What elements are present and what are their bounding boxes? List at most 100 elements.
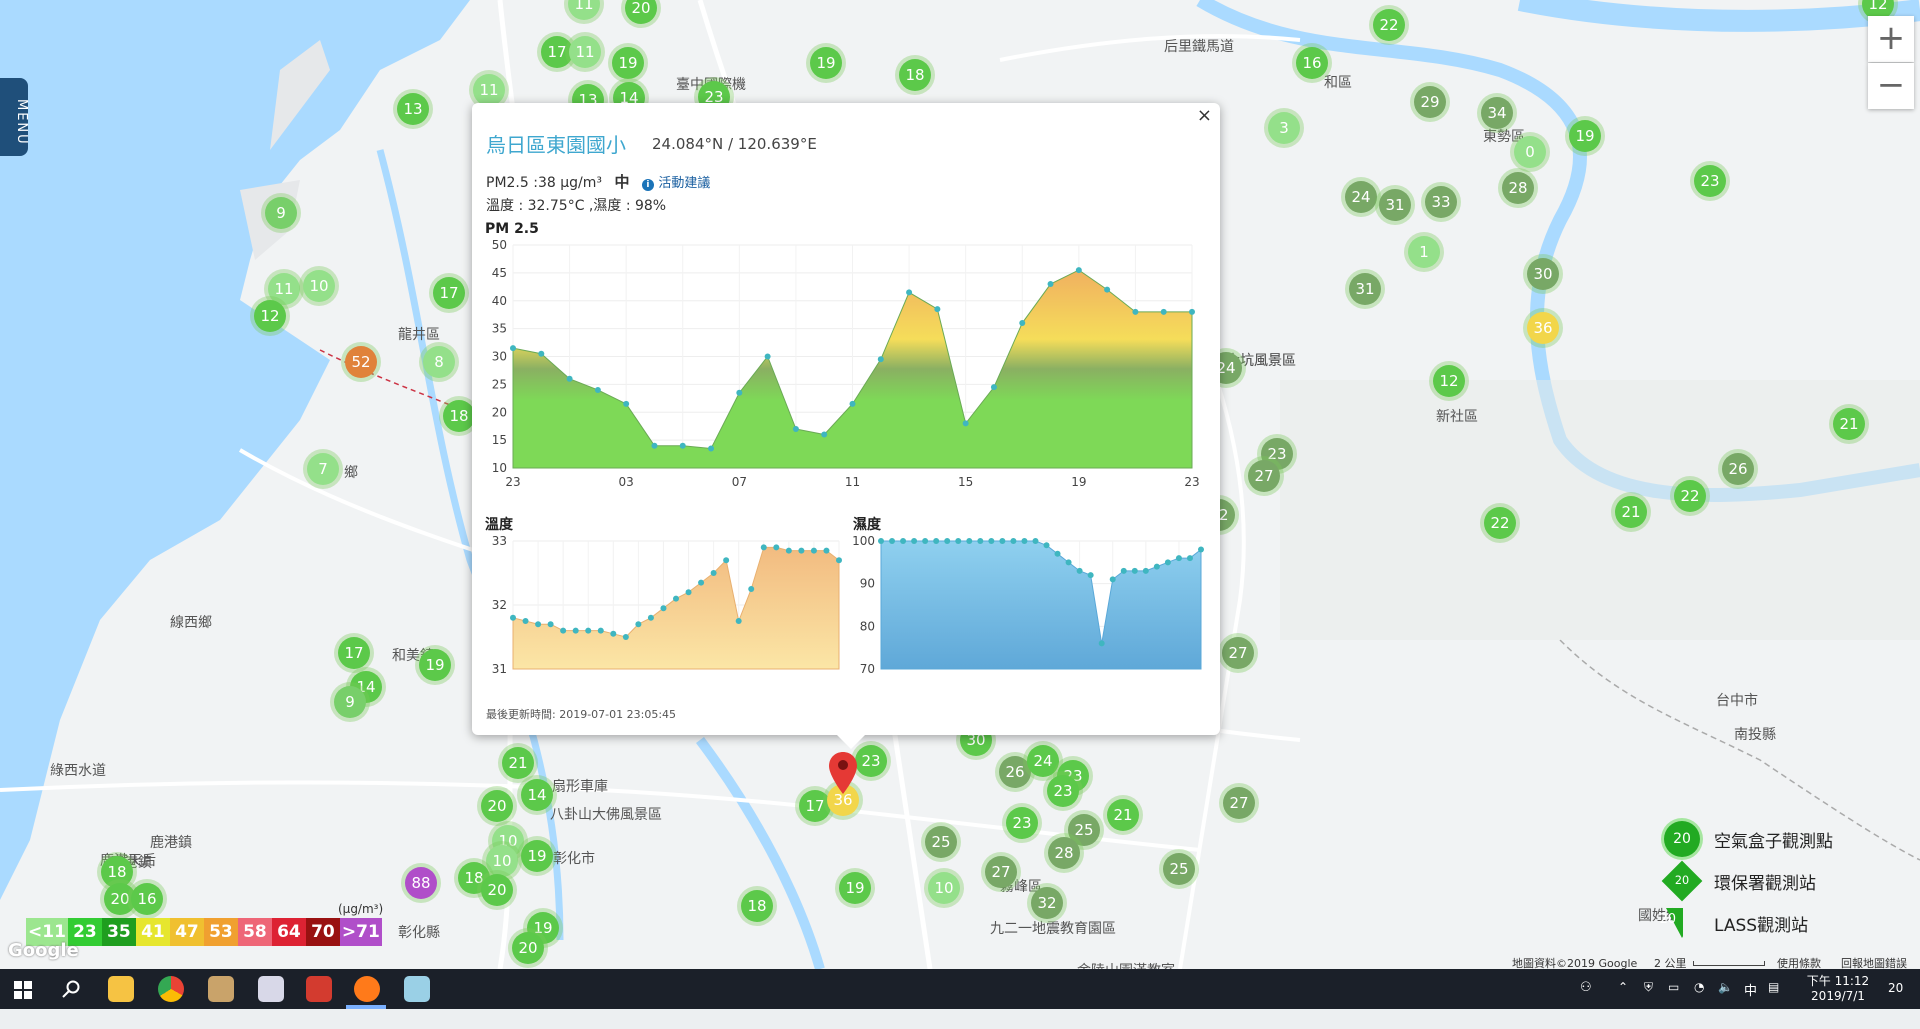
windows-start-icon[interactable] xyxy=(14,981,32,999)
tray-keyboard-icon[interactable]: ▤ xyxy=(1768,980,1780,994)
sensor-marker[interactable]: 18 xyxy=(899,59,931,91)
sensor-marker[interactable]: 30 xyxy=(1527,258,1559,290)
sensor-marker[interactable]: 20 xyxy=(104,883,136,915)
sensor-marker[interactable]: 28 xyxy=(1502,172,1534,204)
sensor-marker[interactable]: 36 xyxy=(1527,312,1559,344)
sensor-marker[interactable]: 29 xyxy=(1414,86,1446,118)
sensor-marker[interactable]: 33 xyxy=(1425,186,1457,218)
tray-battery-icon[interactable]: ▭ xyxy=(1668,980,1680,994)
firefox-icon[interactable] xyxy=(354,976,380,1002)
sensor-marker[interactable]: 12 xyxy=(254,300,286,332)
sensor-marker[interactable]: 27 xyxy=(1248,460,1280,492)
zoom-in-button[interactable]: + xyxy=(1868,16,1914,62)
sensor-marker[interactable]: 17 xyxy=(338,637,370,669)
sensor-marker[interactable]: 19 xyxy=(810,47,842,79)
sensor-marker[interactable]: 31 xyxy=(1349,273,1381,305)
sensor-marker[interactable]: 19 xyxy=(612,47,644,79)
sensor-marker[interactable]: 8 xyxy=(423,346,455,378)
sensor-marker[interactable]: 20 xyxy=(512,932,544,964)
chrome-icon[interactable] xyxy=(158,976,184,1002)
sensor-marker[interactable]: 28 xyxy=(1048,837,1080,869)
sensor-marker[interactable]: 24 xyxy=(1210,352,1242,384)
app-icon-3[interactable] xyxy=(306,976,332,1002)
file-explorer-icon[interactable] xyxy=(108,976,134,1002)
tray-chevron-up-icon[interactable]: ⌃ xyxy=(1618,980,1629,994)
sensor-marker[interactable]: 18 xyxy=(443,400,475,432)
tray-shield-icon[interactable]: ⛨ xyxy=(1644,980,1654,994)
sensor-marker[interactable]: 11 xyxy=(473,74,505,106)
sensor-marker[interactable]: 18 xyxy=(101,856,133,888)
sensor-marker[interactable]: 11 xyxy=(268,273,300,305)
activity-advice-link[interactable]: 活動建議 xyxy=(658,176,711,191)
sensor-marker[interactable]: 3 xyxy=(1268,112,1300,144)
sensor-marker[interactable]: 17 xyxy=(433,277,465,309)
sensor-marker[interactable]: 10 xyxy=(928,872,960,904)
sensor-marker[interactable]: 24 xyxy=(1027,745,1059,777)
sensor-marker[interactable]: 26 xyxy=(1722,453,1754,485)
sensor-marker[interactable]: 34 xyxy=(1481,97,1513,129)
sensor-marker[interactable]: 12 xyxy=(1433,365,1465,397)
app-icon-4[interactable] xyxy=(404,976,430,1002)
sensor-marker[interactable]: 21 xyxy=(1615,496,1647,528)
sensor-marker[interactable]: 11 xyxy=(569,36,601,68)
station-name-link[interactable]: 烏日區東園國小 xyxy=(486,133,626,157)
sensor-marker[interactable]: 13 xyxy=(397,93,429,125)
sensor-marker[interactable]: 23 xyxy=(1047,775,1079,807)
sensor-marker[interactable]: 16 xyxy=(1296,47,1328,79)
menu-tab[interactable]: MENU xyxy=(0,78,29,156)
sensor-marker[interactable]: 22 xyxy=(1373,9,1405,41)
sensor-marker[interactable]: 10 xyxy=(486,845,518,877)
tray-ime[interactable]: 中 xyxy=(1744,984,1758,999)
sensor-marker[interactable]: 10 xyxy=(303,270,335,302)
sensor-marker[interactable]: 18 xyxy=(741,890,773,922)
sensor-marker[interactable]: 7 xyxy=(307,453,339,485)
sensor-marker[interactable]: 23 xyxy=(855,745,887,777)
sensor-marker[interactable]: 31 xyxy=(1379,189,1411,221)
location-pin-icon[interactable] xyxy=(829,752,857,794)
sensor-marker[interactable]: 9 xyxy=(265,197,297,229)
sensor-marker[interactable]: 16 xyxy=(131,883,163,915)
sensor-marker[interactable]: 27 xyxy=(985,856,1017,888)
sensor-marker[interactable]: 21 xyxy=(502,747,534,779)
tray-wifi-icon[interactable]: ◔ xyxy=(1694,980,1705,994)
notification-count[interactable]: 20 xyxy=(1888,981,1904,995)
close-popup-button[interactable]: × xyxy=(1196,105,1212,126)
sensor-marker[interactable]: 26 xyxy=(999,756,1031,788)
sensor-marker[interactable]: 0 xyxy=(1514,136,1546,168)
sensor-marker[interactable]: 27 xyxy=(1222,637,1254,669)
sensor-marker[interactable]: 22 xyxy=(1484,507,1516,539)
sensor-marker[interactable]: 21 xyxy=(1107,799,1139,831)
sensor-marker[interactable]: 24 xyxy=(1345,181,1377,213)
sensor-marker[interactable]: 52 xyxy=(345,346,377,378)
sensor-marker[interactable]: 27 xyxy=(1223,787,1255,819)
sensor-marker[interactable]: 19 xyxy=(419,649,451,681)
sensor-marker[interactable]: 32 xyxy=(1031,887,1063,919)
sensor-marker[interactable]: 23 xyxy=(1006,807,1038,839)
sensor-marker[interactable]: 19 xyxy=(1569,120,1601,152)
sensor-marker[interactable]: 25 xyxy=(1163,853,1195,885)
sensor-marker[interactable]: 9 xyxy=(334,686,366,718)
sensor-marker[interactable]: 17 xyxy=(799,790,831,822)
sensor-marker[interactable]: 12 xyxy=(1862,0,1894,20)
sensor-marker[interactable]: 14 xyxy=(521,779,553,811)
sensor-marker[interactable]: 88 xyxy=(405,867,437,899)
app-icon-1[interactable] xyxy=(208,976,234,1002)
zoom-out-button[interactable]: − xyxy=(1868,63,1914,109)
sensor-marker[interactable]: 20 xyxy=(481,874,513,906)
sensor-marker[interactable]: 19 xyxy=(839,872,871,904)
tray-volume-icon[interactable]: 🔈 xyxy=(1718,980,1733,994)
tray-date[interactable]: 2019/7/1 xyxy=(1811,989,1865,1003)
report-map-error-link[interactable]: 回報地圖錯誤 xyxy=(1841,957,1907,970)
sensor-marker[interactable]: 25 xyxy=(925,826,957,858)
sensor-marker[interactable]: 19 xyxy=(521,840,553,872)
sensor-marker[interactable]: 23 xyxy=(1694,165,1726,197)
sensor-marker[interactable]: 11 xyxy=(568,0,600,20)
sensor-marker[interactable]: 22 xyxy=(1674,480,1706,512)
sensor-marker[interactable]: 17 xyxy=(541,36,573,68)
tray-person-icon[interactable]: ⚇ xyxy=(1580,980,1592,995)
terms-link[interactable]: 使用條款 xyxy=(1777,957,1821,970)
sensor-marker[interactable]: 1 xyxy=(1408,236,1440,268)
sensor-marker[interactable]: 20 xyxy=(481,790,513,822)
search-icon[interactable] xyxy=(62,980,80,998)
tray-time[interactable]: 下午 11:12 xyxy=(1806,974,1870,988)
